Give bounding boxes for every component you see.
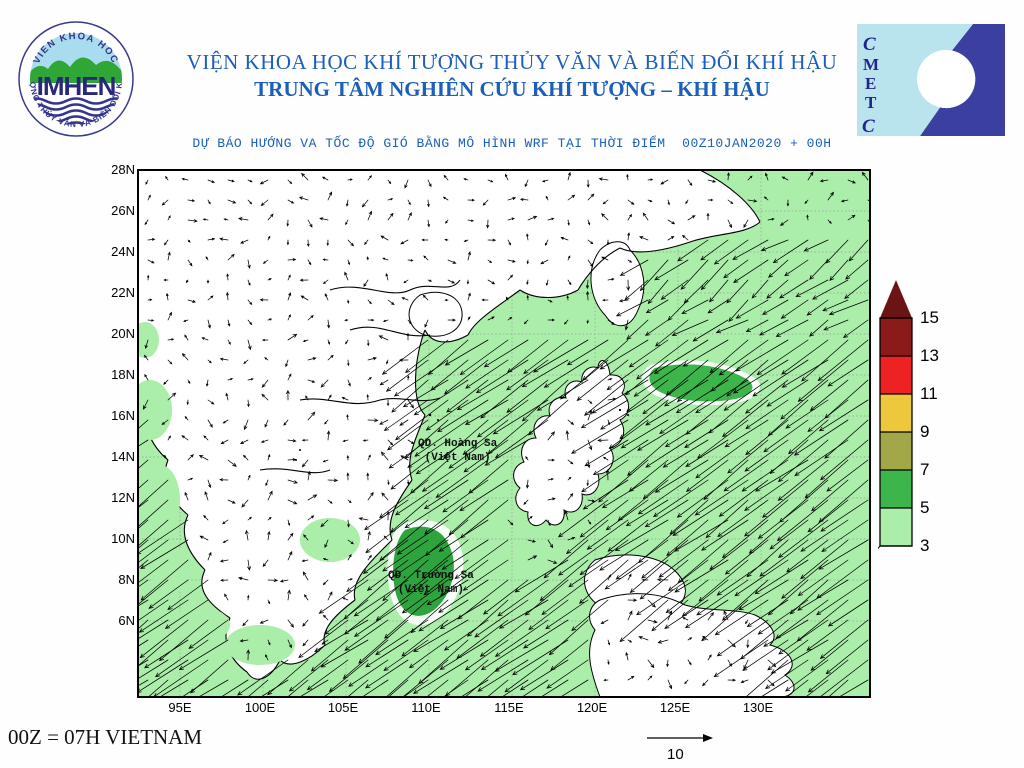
svg-text:9: 9 <box>920 422 929 441</box>
svg-text:7: 7 <box>920 460 929 479</box>
svg-text:15: 15 <box>920 308 939 327</box>
svg-text:10: 10 <box>667 746 684 763</box>
svg-text:13: 13 <box>920 346 939 365</box>
svg-text:11: 11 <box>920 384 938 403</box>
svg-text:3: 3 <box>920 536 929 555</box>
svg-text:5: 5 <box>920 498 929 517</box>
